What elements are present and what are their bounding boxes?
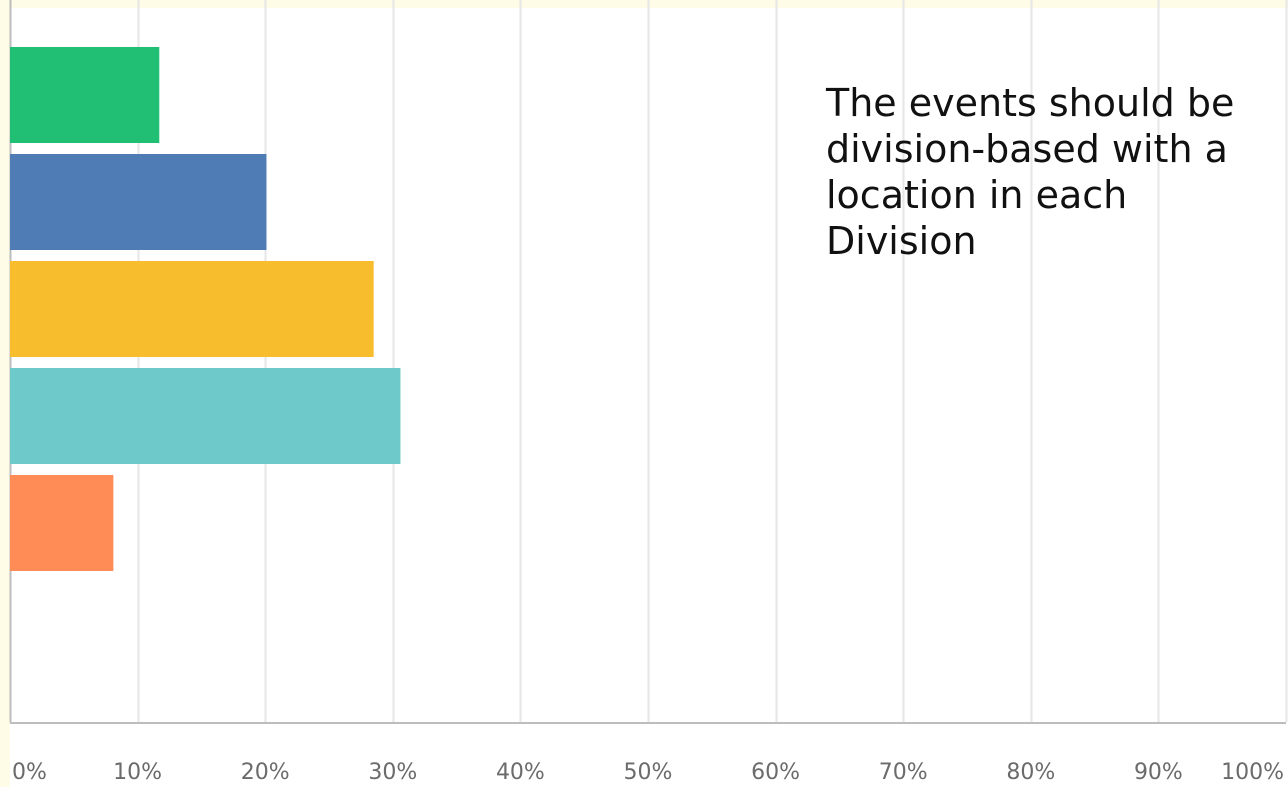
gridlines xyxy=(9,0,1288,722)
x-tick-label: 40% xyxy=(496,760,545,785)
bar xyxy=(10,154,267,250)
x-axis-tick-labels: 0% 10% 20% 30% 40% 50% 60% 70% 80% 90% 100% xyxy=(12,760,1284,785)
x-tick-label: 30% xyxy=(368,760,417,785)
chart-area: 0% 10% 20% 30% 40% 50% 60% 70% 80% 90% 100% xyxy=(9,0,1288,787)
x-tick-label: 100% xyxy=(1221,760,1284,785)
x-tick-label: 70% xyxy=(879,760,928,785)
bar xyxy=(10,47,160,143)
bar xyxy=(10,368,401,464)
bar xyxy=(10,261,374,357)
x-tick-label: 80% xyxy=(1006,760,1055,785)
bars xyxy=(10,47,401,571)
chart-annotation: The events should be division-based with… xyxy=(826,81,1235,263)
x-tick-label: 60% xyxy=(751,760,800,785)
bar xyxy=(10,475,114,571)
x-tick-label: 10% xyxy=(113,760,162,785)
x-tick-label: 90% xyxy=(1134,760,1183,785)
x-tick-label: 50% xyxy=(624,760,673,785)
x-tick-label: 20% xyxy=(241,760,290,785)
x-tick-label: 0% xyxy=(12,760,47,785)
